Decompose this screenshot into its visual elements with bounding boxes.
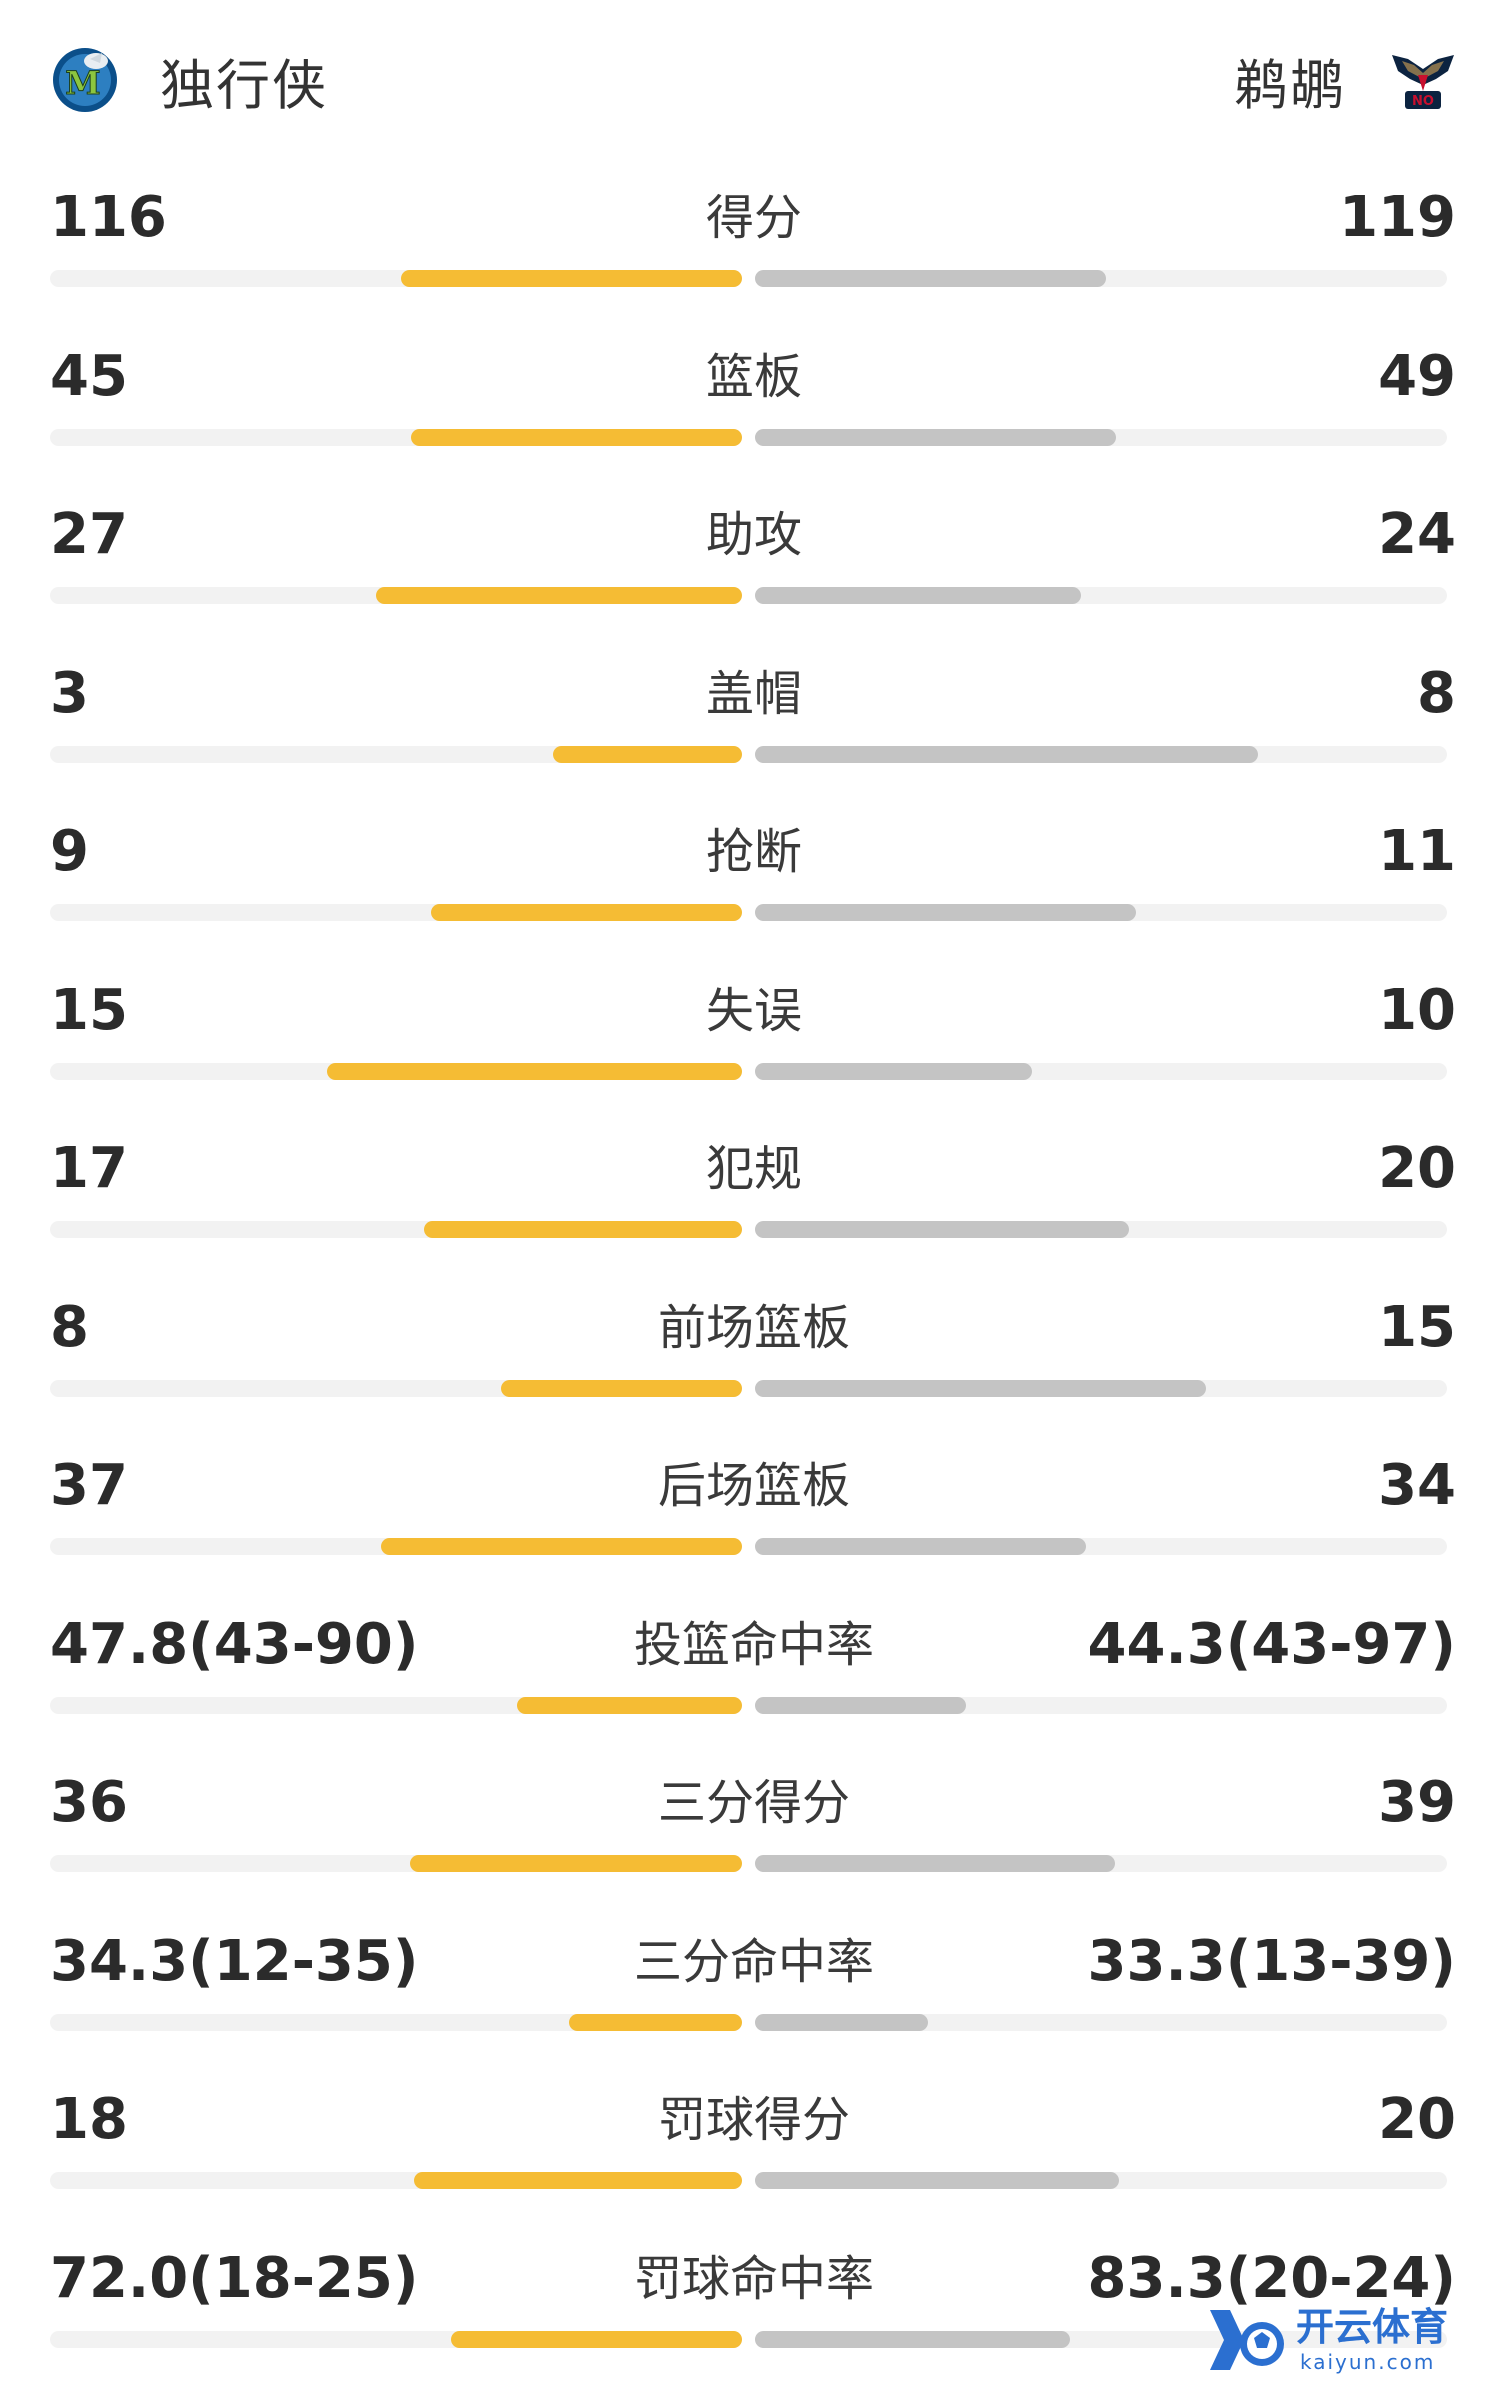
- stat-row-offensive-rebounds: 8 前场篮板 15: [0, 1270, 1508, 1429]
- left-bar: [569, 2013, 742, 2031]
- right-value: 119: [1339, 185, 1456, 250]
- right-bar: [755, 1696, 966, 1714]
- left-value: 9: [50, 819, 89, 884]
- right-value: 33.3(13-39): [1087, 1928, 1456, 1994]
- watermark-url: kaiyun.com: [1300, 2350, 1436, 2374]
- stat-row-assists: 27 助攻 24: [0, 477, 1508, 636]
- right-bar: [755, 1379, 1206, 1397]
- right-bar: [755, 270, 1106, 287]
- stat-label: 得分: [705, 190, 802, 246]
- right-value: 11: [1378, 819, 1456, 884]
- left-bar: [414, 2172, 742, 2189]
- watermark: 开云体育 kaiyun.com: [1204, 2302, 1474, 2378]
- stat-label: 犯规: [705, 1141, 802, 1197]
- kaiyun-logo-icon: [1210, 2310, 1284, 2370]
- stat-label: 失误: [705, 982, 802, 1039]
- stat-label: 罚球得分: [657, 2092, 850, 2148]
- right-bar: [755, 904, 1136, 921]
- stat-label: 篮板: [705, 348, 802, 405]
- right-bar: [755, 745, 1258, 763]
- right-bar-track: [755, 2013, 1447, 2031]
- stat-row-three-points: 36 三分得分 39: [0, 1745, 1508, 1904]
- stat-row-steals: 9 抢断 11: [0, 794, 1508, 953]
- right-value: 20: [1378, 1136, 1456, 1201]
- stat-row-free-throw-points: 18 罚球得分 20: [0, 2062, 1508, 2221]
- right-team-name: 鹈鹕: [1234, 53, 1346, 117]
- right-value: 15: [1378, 1294, 1456, 1360]
- left-value: 15: [50, 977, 128, 1043]
- right-bar: [755, 1538, 1086, 1555]
- right-value: 44.3(43-97): [1087, 1611, 1456, 1677]
- left-value: 17: [50, 1136, 128, 1201]
- left-team-name: 独行侠: [160, 53, 328, 117]
- right-value: 39: [1378, 1770, 1456, 1835]
- stat-row-turnovers: 15 失误 10: [0, 953, 1508, 1112]
- stat-row-ft-pct: 72.0(18-25) 罚球命中率 83.3(20-24): [0, 2221, 1508, 2380]
- right-bar: [755, 587, 1081, 604]
- stat-label: 盖帽: [705, 665, 802, 722]
- left-bar: [553, 745, 742, 763]
- pelicans-logo-icon: NO: [1392, 55, 1454, 109]
- stat-label: 三分命中率: [633, 1933, 874, 1990]
- pelicans-logo-text: NO: [1412, 94, 1434, 109]
- left-value: 34.3(12-35): [50, 1928, 419, 1994]
- left-bar: [376, 587, 742, 604]
- stat-row-blocks: 3 盖帽 8: [0, 636, 1508, 795]
- left-bar: [381, 1538, 742, 1555]
- left-bar: [327, 1062, 742, 1080]
- right-bar: [755, 1855, 1115, 1872]
- stat-label: 助攻: [705, 507, 802, 563]
- watermark-brand: 开云体育: [1296, 2305, 1449, 2349]
- stat-row-rebounds: 45 篮板 49: [0, 319, 1508, 478]
- right-bar: [755, 2172, 1119, 2189]
- right-bar: [755, 2330, 1070, 2348]
- left-bar: [424, 1221, 742, 1238]
- left-value: 45: [50, 343, 128, 409]
- stat-row-points: 116 得分 119: [0, 160, 1508, 319]
- right-value: 20: [1378, 2087, 1456, 2152]
- left-value: 36: [50, 1770, 128, 1835]
- stat-label: 投篮命中率: [633, 1616, 874, 1673]
- left-bar: [410, 1855, 742, 1872]
- left-value: 47.8(43-90): [50, 1611, 419, 1677]
- stat-label: 后场篮板: [657, 1458, 850, 1514]
- left-value: 3: [50, 660, 89, 726]
- right-bar: [755, 2013, 928, 2031]
- right-value: 24: [1378, 502, 1456, 567]
- left-bar: [517, 1696, 742, 1714]
- stat-row-fg-pct: 47.8(43-90) 投篮命中率 44.3(43-97): [0, 1587, 1508, 1746]
- left-bar: [401, 270, 742, 287]
- right-value: 34: [1378, 1453, 1456, 1518]
- stat-label: 三分得分: [657, 1775, 850, 1831]
- left-bar: [501, 1379, 742, 1397]
- stat-label: 罚球命中率: [633, 2250, 874, 2307]
- left-team[interactable]: M 独行侠: [50, 38, 328, 122]
- right-bar: [755, 428, 1116, 446]
- stats-list: 116 得分 119 45 篮板 49 27 助攻 24 3 盖帽 8 9 抢断: [0, 160, 1508, 2379]
- left-bar: [451, 2330, 742, 2348]
- stat-row-3p-pct: 34.3(12-35) 三分命中率 33.3(13-39): [0, 1904, 1508, 2063]
- right-team[interactable]: 鹈鹕 NO: [1234, 38, 1458, 122]
- right-value: 10: [1378, 977, 1456, 1043]
- right-value: 8: [1417, 660, 1456, 726]
- left-bar: [411, 428, 742, 446]
- teams-header: M 独行侠 鹈鹕 NO: [0, 0, 1508, 170]
- stat-row-defensive-rebounds: 37 后场篮板 34: [0, 1428, 1508, 1587]
- left-value: 37: [50, 1453, 128, 1518]
- right-value: 83.3(20-24): [1087, 2245, 1456, 2311]
- stat-row-fouls: 17 犯规 20: [0, 1111, 1508, 1270]
- left-value: 18: [50, 2087, 128, 2152]
- left-value: 27: [50, 502, 128, 567]
- stat-label: 抢断: [705, 824, 802, 880]
- stat-label: 前场篮板: [657, 1299, 850, 1356]
- right-bar: [755, 1062, 1032, 1080]
- left-value: 72.0(18-25): [50, 2245, 419, 2311]
- right-bar: [755, 1221, 1129, 1238]
- left-value: 116: [50, 185, 167, 250]
- left-bar: [431, 904, 742, 921]
- mavericks-logo-icon: M: [53, 48, 117, 112]
- svg-text:M: M: [65, 64, 100, 102]
- left-value: 8: [50, 1294, 89, 1360]
- right-value: 49: [1378, 343, 1456, 409]
